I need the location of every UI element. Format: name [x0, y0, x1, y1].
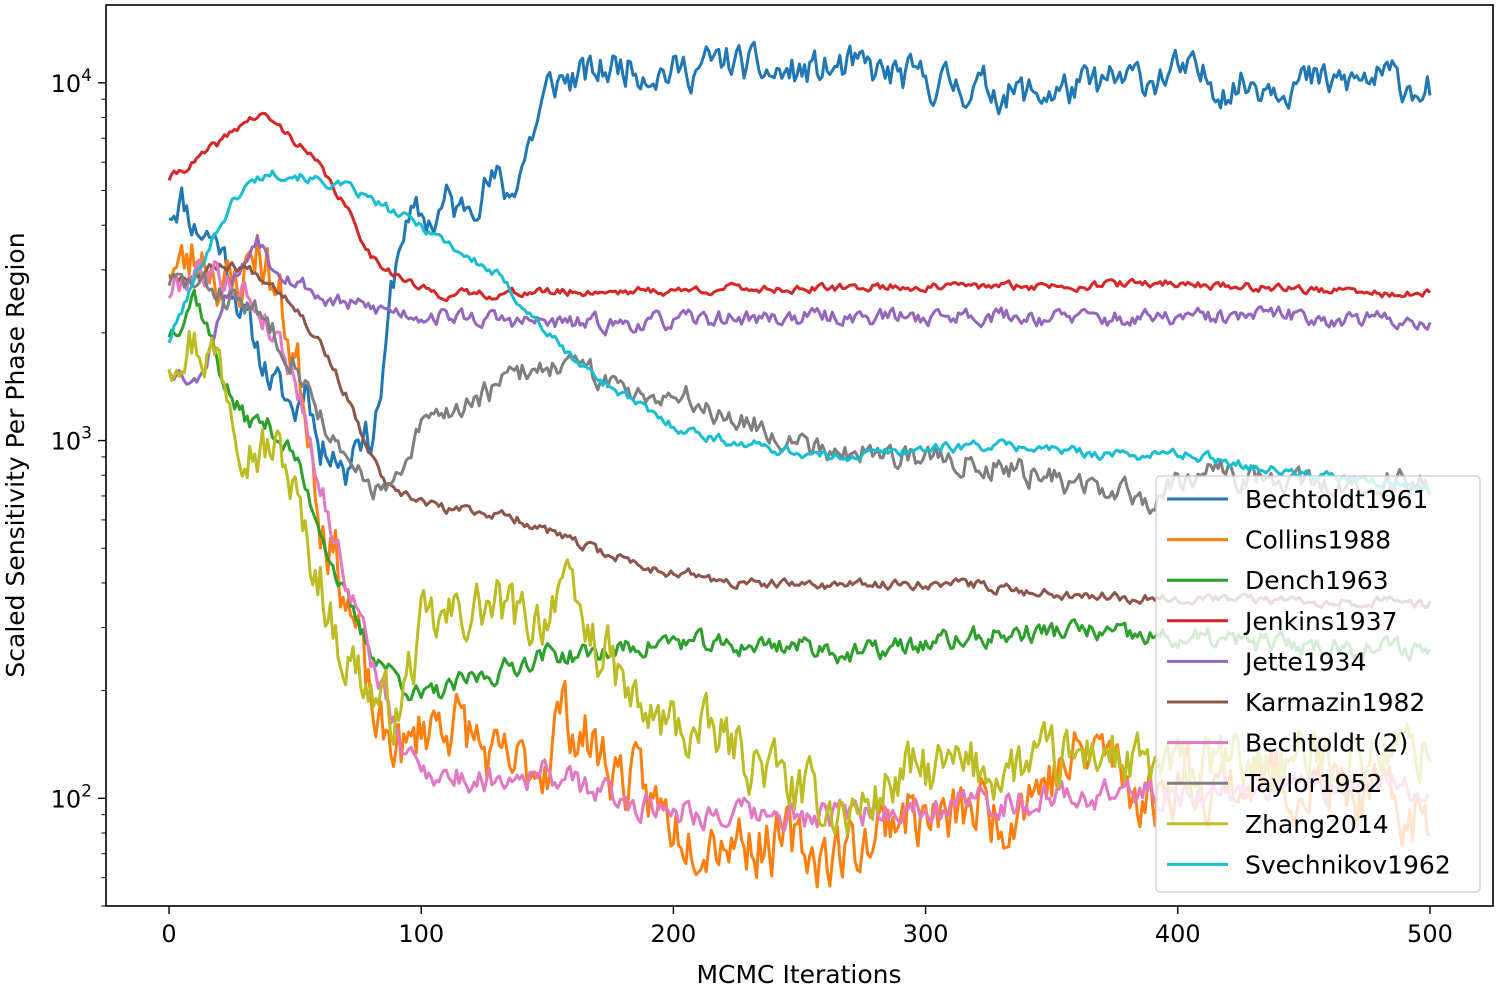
y-axis-label: Scaled Sensitivity Per Phase Region — [1, 232, 30, 677]
series-line — [167, 271, 1432, 515]
legend-label: Taylor1952 — [1244, 769, 1382, 798]
legend-entry: Bechtoldt1961 — [1167, 485, 1428, 514]
legend-label: Collins1988 — [1245, 526, 1391, 555]
legend-entry: Bechtoldt (2) — [1167, 729, 1408, 758]
x-tick-label: 300 — [903, 920, 949, 948]
x-axis-label: MCMC Iterations — [696, 960, 901, 987]
x-tick-label: 200 — [651, 920, 697, 948]
legend-label: Karmazin1982 — [1245, 688, 1425, 717]
series-line — [167, 111, 1432, 303]
legend-entry: Zhang2014 — [1167, 810, 1389, 839]
x-axis-ticks: 0 100 200 300 400 500 — [161, 906, 1453, 948]
legend-entry: Taylor1952 — [1167, 769, 1382, 798]
legend-label: Svechnikov1962 — [1245, 850, 1451, 879]
legend-entry: Dench1963 — [1167, 566, 1389, 595]
legend-entry: Jette1934 — [1167, 647, 1366, 676]
y-axis-ticks: 102 103 104 — [51, 66, 106, 907]
legend-label: Bechtoldt1961 — [1245, 485, 1428, 514]
y-tick-label: 103 — [51, 424, 92, 456]
legend-label: Jette1934 — [1243, 647, 1366, 676]
legend-box — [1155, 475, 1481, 893]
legend-label: Zhang2014 — [1245, 810, 1389, 839]
y-tick-label: 104 — [51, 66, 92, 98]
series-line — [167, 235, 1432, 386]
plot-frame — [105, 4, 1494, 907]
legend-entry: Svechnikov1962 — [1167, 850, 1451, 879]
legend-entry: Karmazin1982 — [1167, 688, 1425, 717]
x-tick-label: 500 — [1407, 920, 1453, 948]
legend-entry: Jenkins1937 — [1167, 607, 1398, 636]
x-tick-label: 0 — [161, 920, 176, 948]
x-tick-label: 400 — [1155, 920, 1201, 948]
legend-label: Jenkins1937 — [1243, 607, 1398, 636]
legend-label: Bechtoldt (2) — [1245, 729, 1408, 758]
series-line — [168, 40, 1432, 486]
y-tick-label: 102 — [51, 781, 92, 813]
legend: Bechtoldt1961 Collins1988 Dench1963 Jenkins… — [1155, 475, 1481, 893]
legend-label: Dench1963 — [1245, 566, 1389, 595]
legend-entry: Collins1988 — [1167, 526, 1391, 555]
x-tick-label: 100 — [398, 920, 444, 948]
series-line — [167, 169, 1432, 494]
